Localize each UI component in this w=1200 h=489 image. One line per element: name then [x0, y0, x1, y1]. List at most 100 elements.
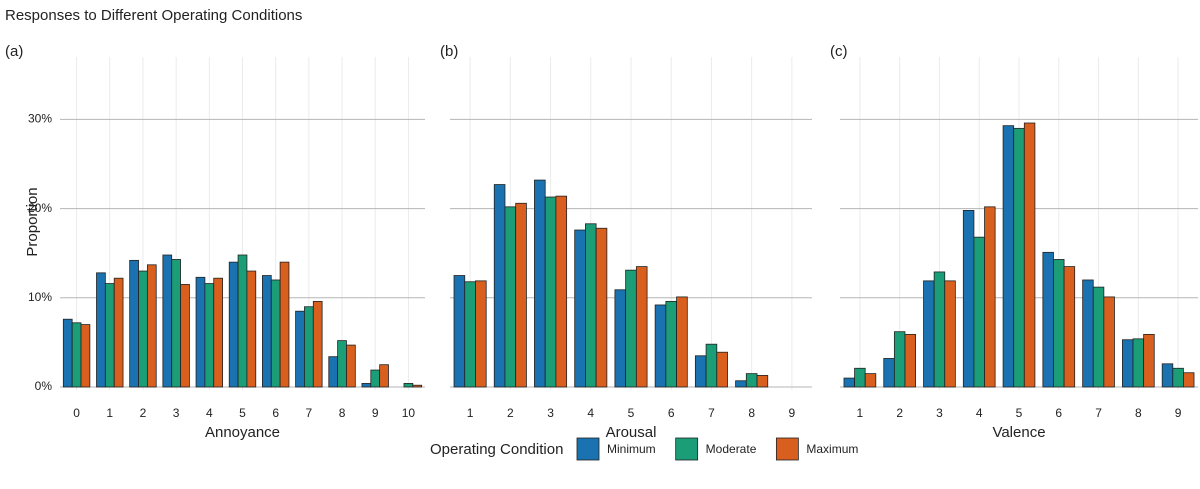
- y-tick-label: 0%: [35, 379, 53, 393]
- bar: [403, 383, 414, 388]
- bar: [62, 318, 73, 388]
- bar: [635, 266, 648, 388]
- x-tick-label: 4: [587, 406, 594, 420]
- x-tick-label: 7: [1095, 406, 1102, 420]
- y-tick-label: 30%: [28, 112, 52, 126]
- x-tick-label: 2: [140, 406, 147, 420]
- bar: [893, 331, 906, 388]
- bar: [104, 283, 115, 388]
- x-tick-label: 1: [106, 406, 113, 420]
- bar: [180, 284, 190, 388]
- x-tick-label: 10: [402, 406, 416, 420]
- bar: [213, 277, 223, 388]
- x-tick-label: 3: [936, 406, 943, 420]
- bar: [1082, 279, 1094, 388]
- x-tick-label: 2: [896, 406, 903, 420]
- bar: [279, 261, 290, 388]
- bar: [113, 277, 124, 388]
- bar: [614, 289, 627, 388]
- bar: [146, 264, 157, 388]
- bar: [745, 373, 758, 388]
- bar: [1023, 122, 1036, 388]
- legend-label: Maximum: [806, 442, 858, 456]
- x-tick-label: 3: [173, 406, 180, 420]
- legend-label: Minimum: [607, 442, 656, 456]
- legend-swatch: [675, 437, 699, 461]
- bar: [204, 283, 215, 388]
- bar: [162, 254, 173, 388]
- bar: [138, 270, 148, 388]
- x-tick-label: 7: [306, 406, 313, 420]
- x-tick-label: 5: [628, 406, 635, 420]
- bar: [676, 296, 688, 388]
- bar: [735, 380, 747, 388]
- bar: [854, 367, 866, 388]
- bar: [1172, 367, 1184, 388]
- bar: [544, 196, 557, 388]
- x-tick-label: 2: [507, 406, 514, 420]
- bar: [262, 275, 272, 388]
- bar: [864, 373, 877, 388]
- bar: [337, 340, 347, 388]
- bar: [504, 206, 517, 388]
- bar: [1013, 127, 1025, 388]
- bar: [1002, 125, 1015, 388]
- bar: [716, 351, 728, 388]
- bar: [904, 333, 916, 388]
- x-tick-label: 5: [239, 406, 246, 420]
- bar: [453, 275, 466, 388]
- x-tick-label: 1: [467, 406, 474, 420]
- x-tick-label: 8: [748, 406, 755, 420]
- bar: [654, 304, 667, 388]
- bar: [984, 206, 996, 388]
- x-tick-label: 9: [372, 406, 379, 420]
- x-tick-label: 7: [708, 406, 715, 420]
- x-tick-label: 6: [272, 406, 279, 420]
- bar: [1143, 333, 1155, 388]
- bar: [585, 223, 597, 388]
- bar: [475, 280, 487, 388]
- x-axis-label: Arousal: [606, 424, 657, 441]
- legend-swatch: [576, 437, 600, 461]
- legend-title: Operating Condition: [430, 441, 563, 458]
- chart-title: Responses to Different Operating Conditi…: [5, 7, 302, 24]
- bar: [370, 369, 381, 388]
- x-tick-label: 6: [668, 406, 675, 420]
- x-tick-label: 4: [976, 406, 983, 420]
- bar: [515, 202, 527, 388]
- y-tick-label: 10%: [28, 290, 52, 304]
- bar: [295, 310, 305, 388]
- bar: [1053, 259, 1065, 388]
- bar: [756, 375, 769, 388]
- y-tick-label: 20%: [28, 201, 52, 215]
- bar: [1103, 296, 1115, 388]
- bar: [304, 306, 314, 388]
- panel-label: (c): [830, 43, 848, 60]
- bar: [1183, 372, 1195, 388]
- y-axis-label: Proportion: [24, 187, 41, 256]
- bar: [933, 271, 946, 388]
- bar: [1161, 363, 1174, 388]
- bar: [346, 344, 356, 388]
- bar: [574, 229, 586, 388]
- bar: [270, 279, 281, 388]
- x-tick-label: 9: [789, 406, 796, 420]
- bar: [1042, 251, 1054, 388]
- bar: [534, 179, 546, 388]
- x-tick-label: 5: [1016, 406, 1023, 420]
- bar: [464, 281, 476, 388]
- x-axis-label: Valence: [992, 424, 1045, 441]
- bar: [973, 236, 985, 388]
- x-axis-label: Annoyance: [205, 424, 280, 441]
- x-tick-label: 3: [547, 406, 554, 420]
- x-tick-label: 0: [73, 406, 80, 420]
- bar: [80, 324, 91, 388]
- bar: [328, 356, 339, 388]
- bar: [1132, 338, 1145, 388]
- bar: [944, 280, 956, 388]
- bar: [493, 184, 506, 388]
- bar: [883, 358, 895, 388]
- legend-label: Moderate: [706, 442, 757, 456]
